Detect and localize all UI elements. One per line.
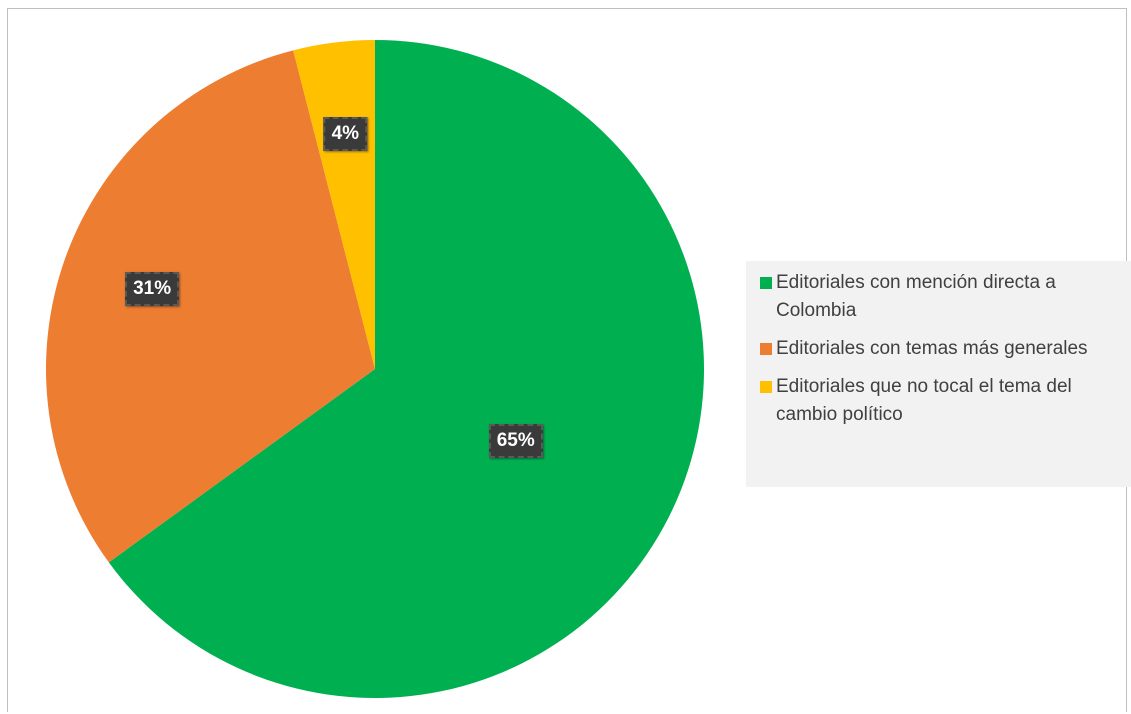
data-label-1: 31% (125, 271, 180, 306)
pie-chart (46, 40, 705, 699)
chart-area: Editoriales con mención directa a Colomb… (7, 8, 1131, 712)
legend-label-0: Editoriales con mención directa a Colomb… (776, 272, 1056, 321)
chart-legend: Editoriales con mención directa a Colomb… (746, 261, 1131, 487)
legend-swatch-1 (760, 343, 772, 355)
legend-label-2: Editoriales que no tocal el tema del cam… (776, 376, 1072, 425)
legend-item-2: Editoriales que no tocal el tema del cam… (760, 373, 1128, 429)
data-label-2: 4% (323, 116, 368, 151)
pie-slice-0 (108, 40, 705, 699)
legend-item-0: Editoriales con mención directa a Colomb… (760, 269, 1128, 325)
legend-item-1: Editoriales con temas más generales (760, 335, 1128, 363)
data-label-0: 65% (488, 423, 543, 458)
legend-label-1: Editoriales con temas más generales (776, 338, 1088, 359)
legend-swatch-2 (760, 381, 772, 393)
pie-slice-1 (46, 50, 375, 563)
legend-swatch-0 (760, 277, 772, 289)
